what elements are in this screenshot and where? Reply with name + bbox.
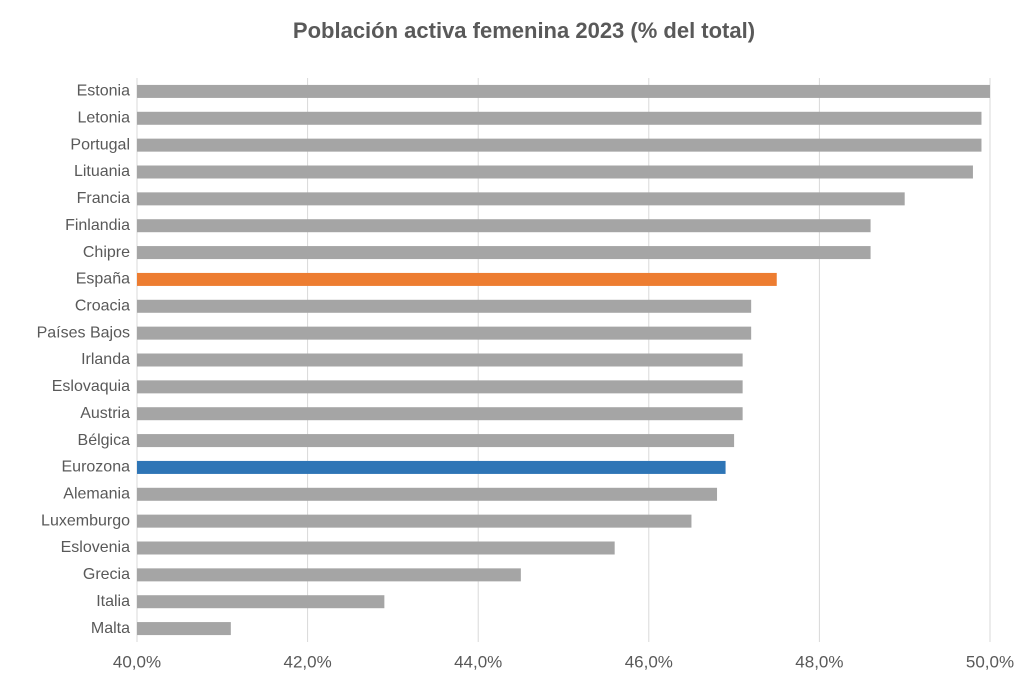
bar <box>137 541 615 555</box>
y-tick-label: Lituania <box>74 163 130 180</box>
y-tick-label: Eurozona <box>62 459 131 476</box>
y-tick-label: España <box>76 271 130 288</box>
bar <box>137 111 982 125</box>
y-tick-label: Austria <box>80 405 130 422</box>
y-tick-label: Chipre <box>83 244 130 261</box>
y-tick-label: Países Bajos <box>37 324 130 341</box>
y-tick-label: Estonia <box>77 83 130 100</box>
y-tick-label: Croacia <box>75 298 130 315</box>
bar <box>137 84 990 98</box>
x-tick-label: 42,0% <box>283 652 331 671</box>
y-tick-label: Francia <box>77 190 130 207</box>
y-tick-label: Eslovenia <box>61 539 130 556</box>
y-tick-label: Irlanda <box>81 351 130 368</box>
y-tick-label: Malta <box>91 620 130 637</box>
bar <box>137 299 752 313</box>
chart-title: Población activa femenina 2023 (% del to… <box>293 18 755 43</box>
bar <box>137 138 982 152</box>
bar <box>137 595 385 609</box>
x-tick-label: 40,0% <box>113 652 161 671</box>
x-tick-label: 48,0% <box>795 652 843 671</box>
bar <box>137 165 973 179</box>
bar <box>137 622 231 636</box>
x-tick-label: 50,0% <box>966 652 1014 671</box>
y-tick-label: Portugal <box>70 136 130 153</box>
x-tick-label: 44,0% <box>454 652 502 671</box>
bar <box>137 487 718 501</box>
y-tick-label: Grecia <box>83 566 130 583</box>
bar <box>137 380 743 394</box>
y-tick-label: Finlandia <box>65 217 130 234</box>
y-tick-label: Italia <box>96 593 130 610</box>
x-tick-label: 46,0% <box>625 652 673 671</box>
bar <box>137 353 743 367</box>
y-tick-label: Luxemburgo <box>41 512 130 529</box>
bar <box>137 192 905 206</box>
y-tick-label: Letonia <box>78 110 131 127</box>
y-tick-label: Alemania <box>63 486 130 503</box>
bar <box>137 434 735 448</box>
bar <box>137 407 743 421</box>
y-tick-label: Eslovaquia <box>52 378 130 395</box>
bar <box>137 514 692 528</box>
bar <box>137 326 752 340</box>
y-tick-label: Bélgica <box>78 432 131 449</box>
bar <box>137 219 871 233</box>
bar <box>137 460 726 474</box>
bar <box>137 272 777 286</box>
bar <box>137 246 871 260</box>
bar <box>137 568 521 582</box>
